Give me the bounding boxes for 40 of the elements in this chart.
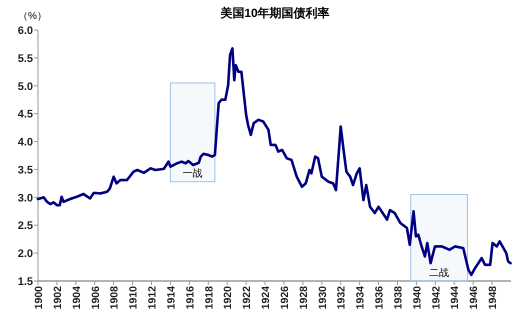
x-tick-label: 1926 xyxy=(278,286,291,310)
x-tick-label: 1932 xyxy=(336,286,348,310)
y-tick-label: 4.5 xyxy=(18,108,33,121)
x-tick-label: 1904 xyxy=(70,286,83,310)
x-tick-label: 1928 xyxy=(298,286,310,310)
x-tick-label: 1934 xyxy=(354,286,367,310)
x-tick-label: 1906 xyxy=(90,286,102,310)
x-tick-label: 1912 xyxy=(146,286,159,310)
y-tick-label: 4.0 xyxy=(18,136,33,149)
y-axis-title: （%） xyxy=(18,11,47,22)
y-tick-label: 6.0 xyxy=(18,25,33,37)
x-tick-label: 1920 xyxy=(222,286,234,310)
y-tick-label: 1.5 xyxy=(18,276,33,288)
y-tick-label: 3.5 xyxy=(18,164,33,176)
x-tick-label: 1902 xyxy=(52,286,64,310)
y-tick-label: 5.0 xyxy=(18,80,33,93)
x-tick-label: 1910 xyxy=(128,286,140,310)
x-tick-label: 1914 xyxy=(165,286,178,310)
x-tick-label: 1936 xyxy=(374,286,386,310)
y-tick-label: 5.5 xyxy=(18,52,33,65)
y-tick-label: 2.0 xyxy=(18,248,33,260)
x-tick-label: 1946 xyxy=(468,286,480,310)
x-tick-label: 1916 xyxy=(184,286,196,310)
x-tick-label: 1948 xyxy=(487,286,500,310)
x-tick-label: 1930 xyxy=(316,286,329,310)
x-tick-label: 1942 xyxy=(430,286,442,310)
x-tick-label: 1944 xyxy=(449,286,462,310)
y-tick-label: 3.0 xyxy=(18,192,33,204)
band-label: 二战 xyxy=(429,267,450,279)
x-tick-label: 1922 xyxy=(241,286,254,310)
line-series xyxy=(36,47,512,276)
x-tick-label: 1918 xyxy=(203,286,216,310)
x-tick-label: 1940 xyxy=(411,286,424,310)
band-label: 一战 xyxy=(182,168,203,180)
x-tick-label: 1900 xyxy=(33,286,45,310)
x-tick-label: 1938 xyxy=(392,286,404,310)
chart-title: 美国10年期国债利率 xyxy=(219,6,330,20)
y-tick-label: 2.5 xyxy=(18,220,33,232)
x-tick-label: 1908 xyxy=(108,286,121,310)
x-tick-label: 1924 xyxy=(260,286,272,310)
